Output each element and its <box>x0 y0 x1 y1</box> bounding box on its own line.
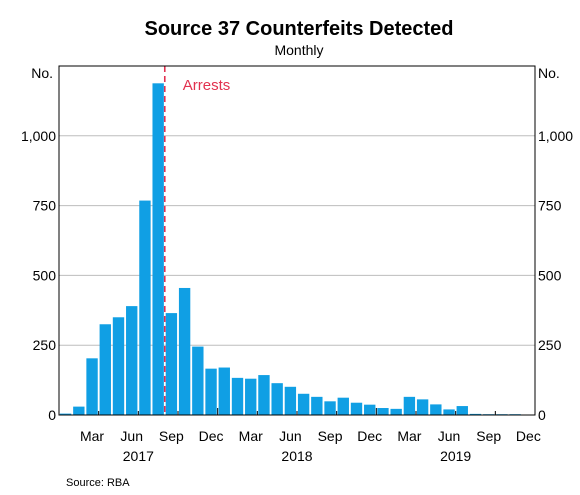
bar <box>456 406 468 415</box>
bar <box>258 375 270 415</box>
y-tick-label-right: 250 <box>538 337 562 353</box>
x-tick-label-year: 2017 <box>123 448 154 464</box>
arrests-annotation-label: Arrests <box>183 77 231 94</box>
bar <box>59 413 72 415</box>
x-tick-labels: Mar Jun Sep Dec Mar Jun Sep Dec Mar Jun Sep Dec 2017… <box>58 408 541 464</box>
bars <box>59 83 521 416</box>
x-tick-label-month: Dec <box>516 428 541 444</box>
bar <box>192 346 204 415</box>
bar <box>86 358 98 415</box>
y-tick-label-left: 750 <box>33 198 57 214</box>
y-tick-label-right: 1,000 <box>538 128 573 144</box>
x-tick-label-month: Jun <box>279 428 302 444</box>
bar <box>112 317 125 415</box>
bar <box>390 408 402 415</box>
x-tick-label-month: Sep <box>318 428 343 444</box>
bar <box>139 200 151 415</box>
bar <box>178 287 191 415</box>
bar <box>377 408 389 415</box>
x-tick-label-month: Sep <box>476 428 501 444</box>
bar <box>364 404 376 415</box>
bar <box>403 396 416 415</box>
x-tick-label-year: 2018 <box>281 448 312 464</box>
source-note: Source: RBA <box>66 477 130 489</box>
y-tick-label-left: 500 <box>33 267 57 283</box>
bar <box>245 378 257 415</box>
bar <box>126 306 138 415</box>
x-tick-label-month: Sep <box>159 428 184 444</box>
chart-title: Source 37 Counterfeits Detected <box>145 18 454 40</box>
right-axis-unit-label: No. <box>538 65 560 81</box>
bar <box>443 409 455 415</box>
y-tick-label-right: 750 <box>538 198 562 214</box>
bar <box>218 367 230 415</box>
y-tick-labels: 0 0 250 250 500 500 750 750 1,000 1,000 <box>21 128 573 423</box>
bar <box>311 396 323 415</box>
bar <box>231 377 244 415</box>
y-tick-label-left: 250 <box>33 337 57 353</box>
bar <box>73 406 85 415</box>
annotation: Arrests <box>163 66 231 415</box>
bar <box>297 393 310 415</box>
bar <box>284 386 297 415</box>
y-tick-label-left: 1,000 <box>21 128 56 144</box>
bar <box>416 399 429 415</box>
bar <box>165 313 178 415</box>
x-tick-label-month: Mar <box>397 428 421 444</box>
gridlines <box>59 135 535 346</box>
y-tick-label-right: 500 <box>538 267 562 283</box>
x-tick-label-year: 2019 <box>440 448 471 464</box>
bar <box>324 401 336 415</box>
bar <box>271 383 283 415</box>
y-tick-label-left: 0 <box>48 407 56 423</box>
left-axis-unit-label: No. <box>31 65 53 81</box>
x-tick-label-month: Mar <box>239 428 263 444</box>
x-tick-label-month: Dec <box>199 428 224 444</box>
bar <box>205 368 217 415</box>
bar <box>337 397 349 415</box>
x-tick-label-month: Jun <box>438 428 461 444</box>
x-tick-label-month: Mar <box>80 428 104 444</box>
bar <box>350 402 363 415</box>
y-tick-label-right: 0 <box>538 407 546 423</box>
chart-subtitle: Monthly <box>274 42 323 58</box>
bar <box>469 413 482 415</box>
bar <box>99 324 111 415</box>
bar <box>152 83 164 416</box>
x-tick-label-month: Jun <box>120 428 143 444</box>
bar <box>430 404 442 415</box>
x-tick-label-month: Dec <box>357 428 382 444</box>
